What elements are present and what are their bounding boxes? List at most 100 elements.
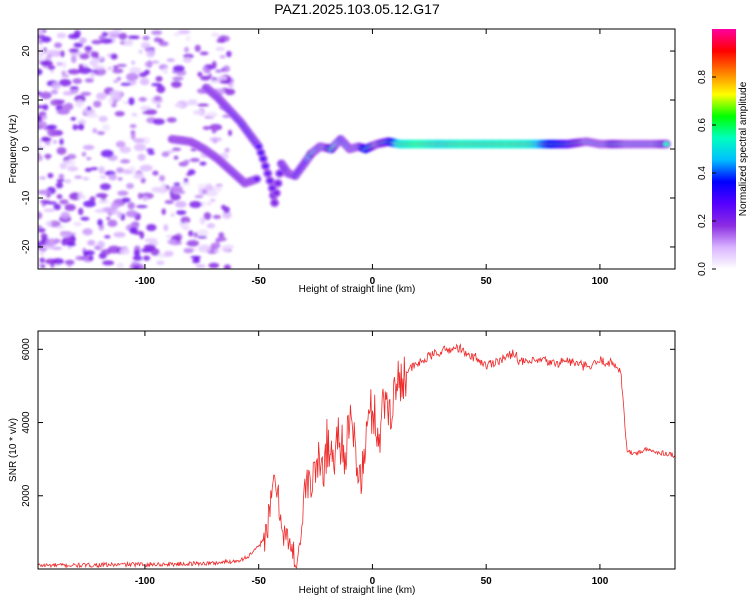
noise-blob (56, 147, 67, 155)
noise-blob (143, 244, 156, 251)
noise-blob (197, 71, 203, 77)
noise-blob (107, 66, 113, 71)
noise-blob (162, 67, 168, 75)
noise-blob (118, 32, 128, 40)
noise-blob (155, 76, 163, 82)
noise-blob (215, 183, 223, 188)
noise-blob (97, 219, 103, 227)
noise-blob (38, 120, 48, 129)
snr-x-axis-label: Height of straight line (km) (299, 585, 416, 596)
noise-blob (151, 83, 163, 87)
noise-blob (193, 232, 199, 238)
noise-blob (116, 63, 127, 68)
noise-blob (113, 231, 126, 238)
noise-blob (120, 82, 132, 86)
noise-blob (192, 110, 204, 115)
noise-blob (38, 56, 45, 62)
noise-blob (107, 31, 120, 36)
tone-core (275, 181, 282, 186)
noise-blob (45, 258, 58, 265)
noise-blob (131, 35, 140, 40)
noise-blob (38, 29, 44, 36)
noise-blob (58, 173, 65, 180)
noise-blob (77, 123, 85, 131)
noise-blob (73, 30, 81, 38)
noise-blob (82, 176, 90, 181)
noise-blob (61, 70, 67, 75)
colorbar-gradient (712, 29, 736, 269)
noise-blob (132, 255, 143, 262)
noise-blob (197, 229, 209, 237)
noise-blob (216, 39, 226, 43)
noise-blob (84, 167, 92, 173)
colorbar-tick-label: 0.2 (697, 214, 708, 228)
noise-blob (194, 194, 204, 199)
noise-blob (135, 204, 148, 209)
noise-blob (128, 97, 135, 106)
noise-blob (151, 30, 163, 35)
noise-blob (226, 50, 232, 58)
noise-blob (84, 78, 94, 83)
noise-blob (173, 32, 181, 37)
noise-blob (116, 167, 124, 174)
noise-blob (107, 219, 118, 227)
noise-blob (172, 76, 184, 81)
noise-blob (183, 221, 189, 229)
x-tick-label: -100 (135, 276, 155, 287)
noise-blob (216, 75, 228, 82)
noise-blob (156, 85, 166, 94)
noise-blob (96, 208, 104, 213)
tone-core (255, 144, 262, 149)
noise-blob (113, 79, 119, 84)
noise-blob (183, 159, 190, 164)
noise-blob (215, 237, 221, 244)
noise-blob (38, 225, 43, 229)
noise-blob (106, 216, 111, 221)
noise-blob (146, 223, 157, 232)
noise-blob (55, 181, 64, 189)
noise-blob (142, 255, 151, 261)
noise-blob (215, 69, 223, 73)
noise-blob (82, 228, 93, 236)
x-tick-label: 50 (481, 576, 493, 587)
noise-blob (116, 262, 124, 269)
noise-blob (172, 65, 185, 72)
noise-blob (222, 211, 232, 219)
snr-panel: -100 -50 0 50 100 2000 4000 6000 Height of stra… (8, 330, 676, 596)
noise-blob (140, 136, 150, 145)
noise-blob (96, 92, 107, 100)
noise-blob (93, 67, 107, 76)
noise-blob (50, 99, 63, 107)
noise-blob (38, 176, 47, 180)
noise-blob (161, 182, 166, 191)
noise-blob (219, 79, 231, 84)
tone-core (253, 176, 260, 182)
noise-blob (133, 138, 145, 144)
noise-blob (90, 71, 95, 79)
noise-blob (108, 97, 114, 105)
noise-blob (38, 47, 44, 51)
noise-blob (51, 81, 61, 90)
noise-blob (173, 155, 179, 160)
y-tick-label: 2000 (21, 484, 32, 507)
noise-blob (214, 249, 220, 253)
noise-blob (48, 220, 61, 228)
colorbar-ticks: 0.0 0.2 0.4 0.6 0.8 (697, 70, 716, 276)
noise-blob (72, 124, 78, 131)
noise-blob (62, 61, 67, 69)
noise-blob (43, 208, 56, 213)
noise-blob (181, 181, 191, 186)
noise-blob (42, 104, 49, 111)
noise-blob (60, 211, 71, 220)
noise-blob (97, 131, 106, 135)
noise-blob (56, 109, 70, 115)
x-tick-label: 100 (592, 576, 609, 587)
noise-blob (47, 172, 54, 179)
noise-blob (44, 49, 57, 54)
noise-blob (51, 246, 63, 251)
noise-blob (39, 264, 46, 269)
noise-blob (121, 197, 131, 203)
noise-blob (72, 78, 83, 84)
x-tick-label: -50 (251, 276, 266, 287)
